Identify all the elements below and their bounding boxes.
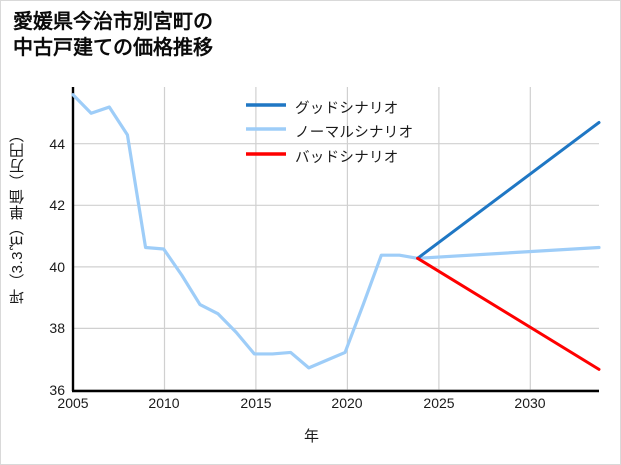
legend-label-bad: バッドシナリオ <box>295 150 399 166</box>
x-tick-2030: 2030 <box>514 395 546 411</box>
legend-swatches <box>246 103 286 156</box>
x-tick-2005: 2005 <box>57 395 89 411</box>
x-tick-2025: 2025 <box>423 395 455 411</box>
x-tick-2015: 2015 <box>240 395 272 411</box>
line-good-scenario <box>416 120 601 260</box>
chart-title: 愛媛県今治市別宮町の 中古戸建ての価格推移 <box>13 9 433 62</box>
x-tick-2010: 2010 <box>148 395 180 411</box>
line-bad-scenario <box>416 256 601 371</box>
y-tick-36: 36 <box>49 382 65 398</box>
y-tick-42: 42 <box>49 197 65 213</box>
axis-spines <box>71 87 599 393</box>
gridlines <box>72 87 599 391</box>
y-tick-44: 44 <box>49 136 65 152</box>
line-normal-scenario <box>71 93 601 370</box>
y-tick-38: 38 <box>49 320 65 336</box>
legend-label-good: グッドシナリオ <box>295 101 399 117</box>
y-axis-label: 坪（3.3㎡）単価（万円） <box>9 127 26 305</box>
x-axis-label: 年 <box>303 428 319 445</box>
chart-title-line-2: 中古戸建ての価格推移 <box>13 37 213 60</box>
chart-title-line-1: 愛媛県今治市別宮町の <box>13 11 213 33</box>
x-tick-2020: 2020 <box>331 395 363 411</box>
y-tick-40: 40 <box>49 259 65 275</box>
legend-label-normal: ノーマルシナリオ <box>295 125 414 141</box>
